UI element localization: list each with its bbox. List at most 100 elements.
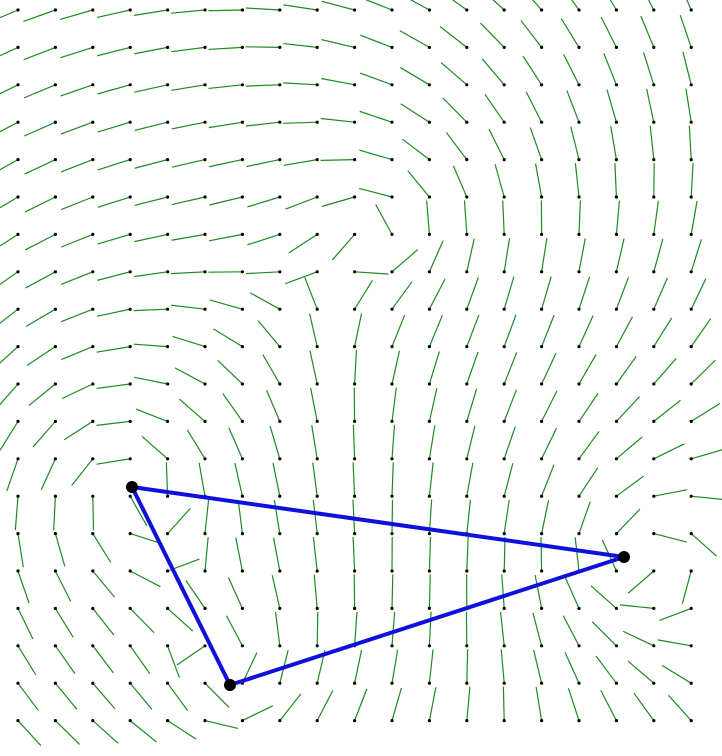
field-vector-head	[614, 120, 619, 124]
field-vector	[627, 660, 656, 685]
field-vector	[185, 579, 207, 611]
field-vector-line	[428, 425, 436, 459]
field-vector-head	[16, 307, 20, 311]
field-vector	[353, 270, 389, 275]
field-vector-head	[465, 457, 469, 461]
field-vector-head	[128, 644, 132, 648]
field-vector	[353, 313, 363, 349]
field-vector-head	[16, 681, 20, 685]
field-vector-line	[400, 103, 430, 123]
field-vector-head	[128, 494, 132, 498]
field-vector-head	[166, 494, 170, 498]
field-vector-line	[481, 58, 505, 86]
field-vector-line	[428, 611, 432, 646]
field-vector-line	[249, 292, 281, 310]
field-vector-head	[16, 8, 20, 12]
field-vector-head	[91, 457, 95, 461]
field-vector	[96, 419, 132, 426]
field-vector-line	[492, 0, 505, 11]
field-vector-head	[353, 681, 357, 685]
field-vector	[640, 15, 656, 50]
field-vector-head	[652, 606, 656, 611]
field-vector	[451, 0, 469, 12]
field-vector-head	[16, 494, 20, 498]
field-vector-line	[97, 196, 131, 208]
field-vector-head	[240, 83, 244, 87]
field-vector-line	[134, 121, 168, 131]
field-vector-line	[234, 462, 243, 497]
field-vector-line	[688, 125, 692, 160]
field-vector	[274, 611, 282, 648]
field-vector-line	[97, 159, 131, 171]
field-vector-line	[566, 90, 580, 123]
field-vector	[494, 164, 506, 199]
field-vector-head	[91, 345, 95, 349]
field-vector-line	[359, 149, 393, 161]
vertex-b[interactable]	[618, 551, 630, 563]
field-vector	[364, 0, 394, 12]
field-vector-head	[353, 8, 357, 12]
field-vector-head	[502, 45, 506, 50]
field-vector-head	[53, 270, 58, 274]
field-vector	[564, 651, 581, 685]
field-vector-head	[203, 270, 207, 274]
field-vector	[614, 238, 625, 274]
edge-bc	[228, 555, 626, 687]
field-vector	[91, 569, 116, 598]
field-vector-line	[646, 88, 655, 123]
field-vector-head	[91, 532, 95, 536]
field-vector-line	[578, 276, 591, 310]
field-vector-line	[134, 233, 168, 243]
field-vector	[228, 427, 244, 461]
field-vector	[501, 574, 506, 611]
field-vector-head	[128, 457, 132, 461]
field-vector	[0, 419, 20, 451]
field-vector	[465, 277, 479, 311]
field-vector-head	[128, 419, 132, 423]
field-vector-head	[689, 644, 693, 648]
field-vector-line	[578, 392, 599, 422]
field-vector-line	[25, 308, 56, 327]
field-vector-head	[614, 8, 619, 12]
vertex-a[interactable]	[126, 481, 138, 493]
field-vector-line	[681, 570, 692, 604]
field-vector	[442, 97, 469, 124]
field-vector-line	[591, 621, 617, 647]
field-vector	[614, 436, 643, 461]
field-vector-head	[53, 457, 58, 461]
field-vector-line	[578, 467, 599, 497]
vertex-c[interactable]	[224, 679, 236, 691]
field-vector-head	[652, 120, 656, 124]
field-vector-head	[315, 419, 319, 423]
field-vector	[166, 606, 194, 632]
field-vector-head	[502, 158, 506, 162]
field-vector-line	[578, 315, 594, 347]
field-vector-line	[0, 421, 19, 451]
field-vector-line	[574, 163, 580, 198]
field-vector	[166, 507, 191, 536]
field-vector	[646, 88, 656, 124]
field-vector-line	[17, 645, 37, 676]
field-vector-line	[0, 121, 19, 133]
field-vector	[574, 163, 581, 199]
field-vector-line	[615, 200, 621, 235]
field-vector	[427, 611, 432, 648]
field-vector-head	[652, 8, 656, 12]
field-vector-head	[203, 120, 207, 124]
field-vector-line	[186, 429, 206, 460]
field-vector-head	[278, 606, 282, 611]
field-vector	[315, 611, 319, 648]
field-vector-line	[0, 383, 19, 406]
field-vector-line	[217, 360, 243, 385]
field-vector-line	[61, 383, 94, 400]
field-vector	[353, 649, 363, 685]
field-vector-line	[92, 720, 119, 744]
field-vector-head	[91, 45, 95, 50]
field-vector	[240, 705, 274, 723]
field-vector-head	[128, 719, 132, 723]
field-vector-line	[92, 533, 112, 563]
field-vector-line	[309, 350, 318, 385]
field-vector-head	[278, 532, 282, 536]
field-vector	[320, 158, 357, 162]
field-vector	[128, 719, 157, 743]
